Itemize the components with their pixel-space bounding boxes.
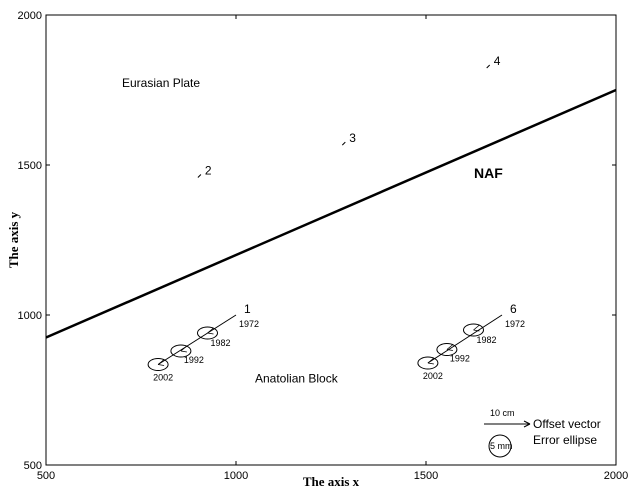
y-tick-label: 1000 bbox=[18, 310, 42, 322]
legend-vector-scale: 10 cm bbox=[490, 408, 515, 418]
station-point bbox=[486, 64, 491, 69]
x-axis-label: The axis x bbox=[303, 474, 360, 489]
epoch-year-label: 1982 bbox=[211, 338, 231, 348]
station-point bbox=[341, 141, 346, 146]
legend-ellipse-scale: 5 mm bbox=[490, 441, 513, 451]
legend-ellipse-label: Error ellipse bbox=[533, 433, 597, 447]
legend-error-ellipse bbox=[488, 434, 512, 458]
trajectory-line bbox=[427, 314, 503, 364]
offset-arrowhead bbox=[207, 327, 214, 335]
error-ellipse bbox=[463, 323, 484, 337]
x-tick-label: 1500 bbox=[414, 470, 438, 482]
station-label: 6 bbox=[510, 302, 517, 316]
legend: 10 cm Offset vector 5 mm Error ellipse bbox=[484, 408, 601, 458]
station-label: 1 bbox=[244, 302, 251, 316]
offset-arrowhead bbox=[473, 324, 480, 332]
epoch-year-label: 2002 bbox=[153, 373, 173, 383]
epoch-year-label: 1972 bbox=[505, 319, 525, 329]
station-point bbox=[197, 174, 202, 178]
offset-arrowhead bbox=[157, 359, 165, 366]
y-tick-label: 2000 bbox=[18, 10, 42, 22]
y-tick-label: 1500 bbox=[18, 160, 42, 172]
axis-ticks: 500 1000 1500 2000 500 1000 1500 2000 bbox=[18, 10, 629, 482]
trajectory-line bbox=[157, 314, 237, 365]
region-label-eurasian: Eurasian Plate bbox=[122, 76, 200, 90]
legend-arrowhead bbox=[523, 420, 531, 428]
x-tick-label: 500 bbox=[37, 470, 55, 482]
station-label: 4 bbox=[494, 54, 501, 68]
x-tick-label: 2000 bbox=[604, 470, 628, 482]
plot-frame bbox=[45, 14, 617, 466]
offset-arrowhead bbox=[427, 357, 435, 365]
legend-vector-label: Offset vector bbox=[533, 417, 601, 431]
naf-fault-line bbox=[45, 88, 617, 339]
station-label: 3 bbox=[349, 131, 356, 145]
error-ellipse bbox=[197, 326, 218, 340]
fault-label: NAF bbox=[474, 165, 503, 181]
error-ellipse bbox=[417, 356, 439, 370]
error-ellipse bbox=[147, 358, 169, 371]
station-label: 2 bbox=[205, 164, 212, 178]
offset-arrowhead bbox=[446, 344, 454, 351]
epoch-year-label: 1992 bbox=[450, 354, 470, 364]
epoch-year-label: 2002 bbox=[423, 371, 443, 381]
y-tick-label: 500 bbox=[24, 460, 42, 472]
error-ellipse bbox=[436, 343, 458, 356]
region-label-anatolian: Anatolian Block bbox=[255, 372, 339, 386]
x-tick-label: 1000 bbox=[224, 470, 248, 482]
epoch-year-label: 1992 bbox=[184, 355, 204, 365]
y-axis-label: The axis y bbox=[6, 211, 21, 268]
error-ellipse bbox=[170, 344, 192, 358]
epoch-year-label: 1972 bbox=[239, 319, 259, 329]
epoch-year-label: 1982 bbox=[477, 335, 497, 345]
stations: 1 1972 1982 1992 2002 2 3 4 6 1972 1982 1992 2002 bbox=[147, 54, 525, 383]
offset-arrowhead bbox=[180, 345, 188, 353]
